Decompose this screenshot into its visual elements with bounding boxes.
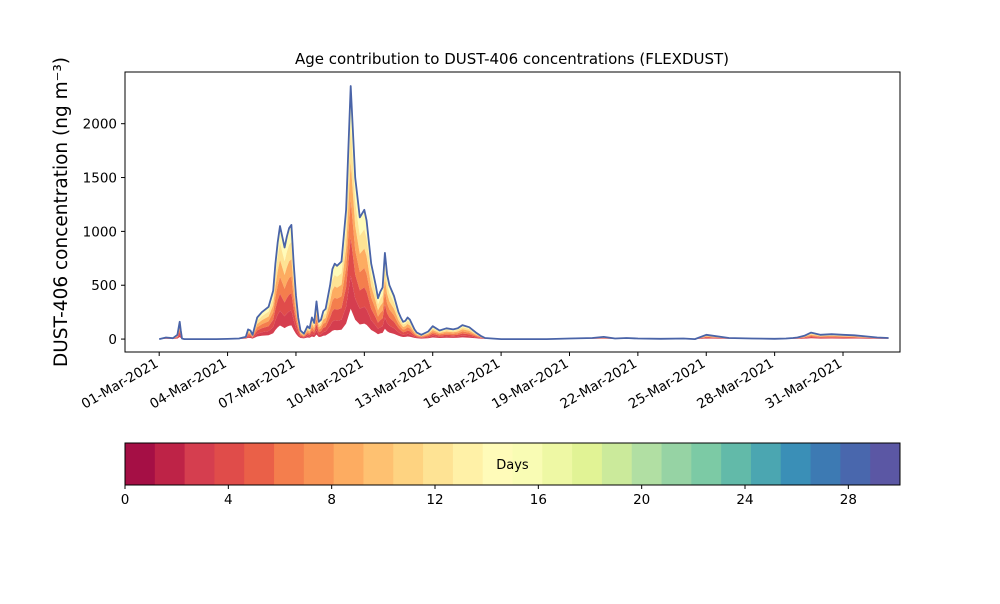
colorbar-swatch [661, 443, 692, 485]
y-tick-label: 1000 [83, 224, 117, 240]
colorbar-swatch [214, 443, 245, 485]
colorbar-tick-label: 28 [840, 492, 857, 508]
colorbar-swatch [154, 443, 186, 485]
colorbar-frame [124, 442, 901, 486]
colorbar-tick-label: 12 [426, 492, 443, 508]
colorbar-swatch [393, 443, 424, 485]
colorbar-tick-label: 20 [633, 492, 650, 508]
y-tick-label: 0 [108, 332, 117, 348]
colorbar-swatch [512, 443, 543, 485]
colorbar-swatch [572, 443, 603, 485]
colorbar-tick-label: 24 [736, 492, 753, 508]
chart-title: Age contribution to DUST-406 concentrati… [295, 50, 729, 68]
plot-frame [124, 71, 901, 353]
age-area-band [159, 199, 889, 340]
x-tick-label: 01-Mar-2021 [79, 356, 161, 413]
age-area-band [159, 237, 889, 340]
colorbar-swatch [125, 443, 156, 485]
x-tick-label: 04-Mar-2021 [147, 356, 229, 413]
colorbar-tick-label: 4 [224, 492, 233, 508]
colorbar-swatch [363, 443, 394, 485]
x-tick-label: 10-Mar-2021 [284, 356, 366, 413]
colorbar-swatch [780, 443, 812, 485]
colorbar-tick-label: 0 [121, 492, 130, 508]
y-tick-label: 1500 [83, 171, 117, 187]
age-area-band [159, 161, 889, 340]
x-tick-label: 22-Mar-2021 [557, 356, 639, 413]
colorbar-swatch [184, 443, 215, 485]
colorbar-swatch [601, 443, 633, 485]
x-tick-label: 16-Mar-2021 [421, 356, 503, 413]
colorbar-swatch [542, 443, 573, 485]
colorbar-swatch [303, 443, 335, 485]
x-tick-label: 19-Mar-2021 [489, 356, 571, 413]
colorbar-swatch [274, 443, 305, 485]
y-tick-label: 2000 [83, 117, 117, 133]
colorbar-swatch [423, 443, 454, 485]
x-tick-label: 13-Mar-2021 [352, 356, 434, 413]
colorbar-swatch [244, 443, 275, 485]
plot-area: 0 500 1000 1500 2000 01-Mar-202104-Mar-202107… [79, 71, 901, 413]
x-tick-label: 31-Mar-2021 [763, 356, 845, 413]
x-tick-label: 28-Mar-2021 [694, 356, 776, 413]
y-axis-label: DUST-406 concentration (ng m⁻³) [51, 57, 72, 367]
x-tick-label: 25-Mar-2021 [626, 356, 708, 413]
total-concentration-line [158, 85, 889, 340]
colorbar-swatch [333, 443, 364, 485]
colorbar-swatch [750, 443, 782, 485]
colorbar-swatch [840, 443, 871, 485]
colorbar-swatch [482, 443, 513, 485]
age-area-band [159, 275, 889, 340]
age-areas [158, 85, 889, 340]
age-area-band [159, 86, 889, 340]
age-colorbar: 0 4 8 12 16 20 24 28 Days [121, 442, 901, 508]
x-tick-label: 07-Mar-2021 [216, 356, 298, 413]
colorbar-tick-label: 8 [327, 492, 336, 508]
colorbar-swatch [810, 443, 841, 485]
colorbar-tick-label: 16 [530, 492, 547, 508]
colorbar-swatch [631, 443, 663, 485]
colorbar-swatch [691, 443, 722, 485]
colorbar-swatch [452, 443, 484, 485]
colorbar-swatch [870, 443, 901, 485]
y-tick-label: 500 [91, 278, 117, 294]
colorbar-label: Days [496, 458, 529, 473]
colorbar-swatch [721, 443, 752, 485]
